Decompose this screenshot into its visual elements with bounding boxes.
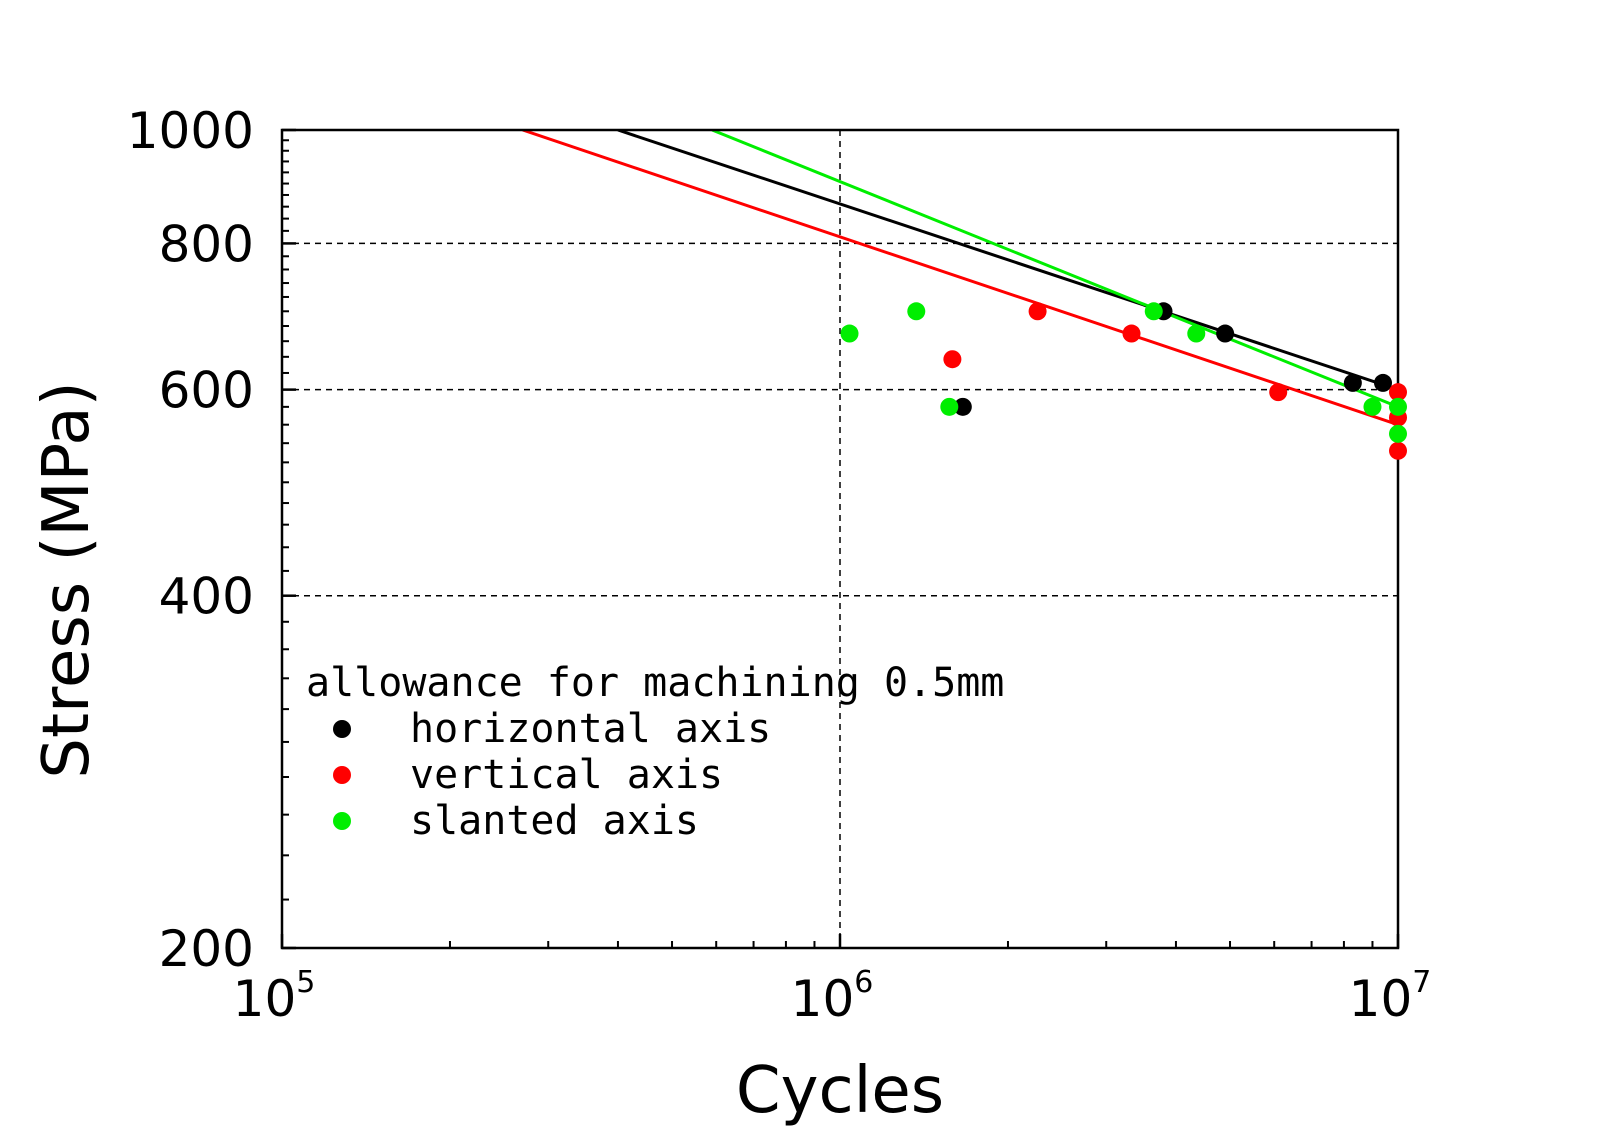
y-tick-label: 600 <box>159 362 254 420</box>
fit-lines <box>522 130 1398 427</box>
fit-line <box>711 130 1398 409</box>
data-point <box>1389 424 1407 443</box>
data-point <box>1389 397 1407 416</box>
legend-marker <box>333 720 351 738</box>
data-point <box>1363 397 1382 416</box>
y-tick-label: 1000 <box>127 102 254 160</box>
data-point <box>1269 383 1288 402</box>
legend-title: allowance for machining 0.5mm <box>306 660 1004 706</box>
legend-label: horizontal axis <box>410 706 771 752</box>
data-point <box>953 397 972 416</box>
x-tick-label: 105 <box>233 965 316 1028</box>
x-tick-label: 106 <box>791 965 874 1028</box>
legend-marker <box>333 812 351 830</box>
x-axis-title: Cycles <box>736 1054 944 1128</box>
data-point <box>1389 383 1407 402</box>
legend: allowance for machining 0.5mm horizontal… <box>306 660 1004 844</box>
data-point <box>1374 373 1393 392</box>
y-axis-title: Stress (MPa) <box>30 381 104 778</box>
x-tick-label: 107 <box>1349 965 1432 1028</box>
legend-label: vertical axis <box>410 752 723 798</box>
data-points <box>840 302 1407 460</box>
y-tick-label: 200 <box>159 920 254 978</box>
data-point <box>1389 441 1407 460</box>
fit-line <box>617 130 1398 392</box>
data-point <box>1144 302 1163 321</box>
gridlines <box>282 130 1398 948</box>
legend-label: slanted axis <box>410 798 699 844</box>
legend-marker <box>333 766 351 784</box>
data-point <box>1187 324 1206 343</box>
y-tick-label: 800 <box>159 215 254 273</box>
data-point <box>1028 302 1047 321</box>
data-point <box>840 324 859 343</box>
fit-line <box>522 130 1398 427</box>
tick-labels: 200 400 600 800 1000 105 106 107 <box>127 102 1432 1028</box>
data-point <box>943 350 962 369</box>
data-point <box>907 302 926 321</box>
data-point <box>1343 373 1362 392</box>
data-point <box>1216 324 1235 343</box>
plot-frame <box>280 128 1400 950</box>
y-tick-label: 400 <box>159 568 254 626</box>
data-point <box>940 397 959 416</box>
data-point <box>1122 324 1141 343</box>
